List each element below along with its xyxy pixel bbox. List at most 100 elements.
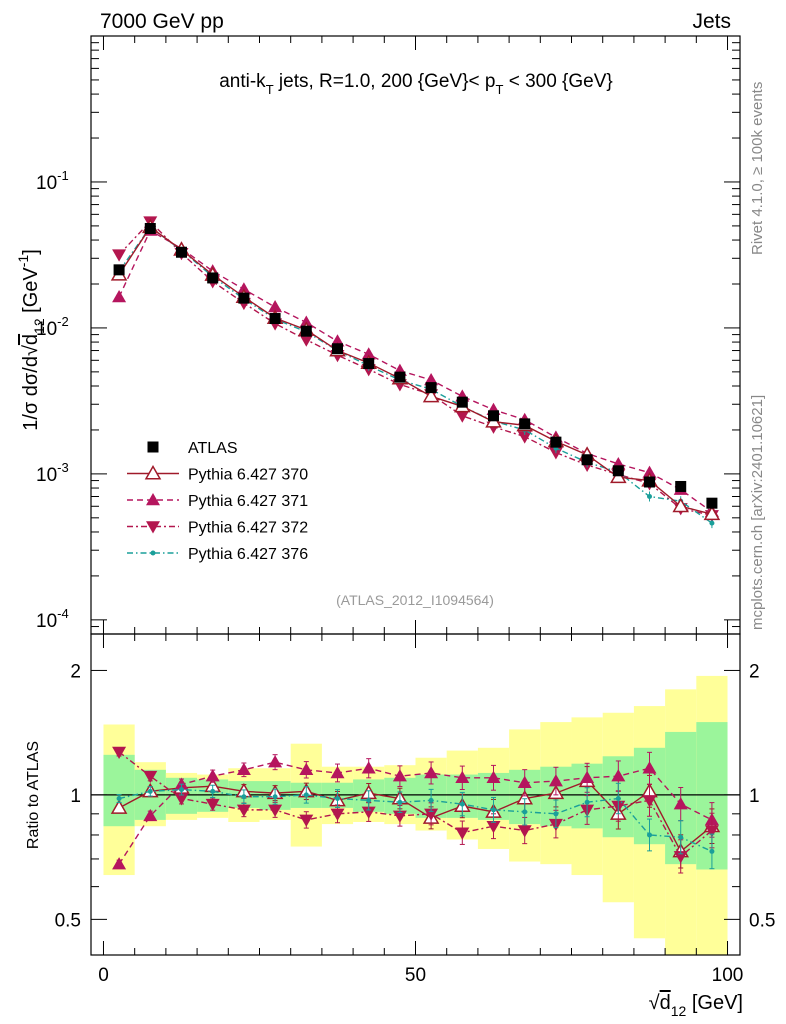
- ratio-series-point: [205, 769, 220, 782]
- ratio-series-point: [110, 799, 128, 814]
- main-y-tick-label: 10-2: [36, 314, 69, 340]
- ratio-series-point: [491, 807, 497, 813]
- main-series-point: [709, 520, 715, 526]
- main-plot-frame: [90, 35, 741, 635]
- legend-marker-atlas: [147, 441, 159, 453]
- ratio-series-point: [397, 799, 403, 805]
- x-tick-label: 0: [98, 965, 109, 986]
- ratio-y-tick-label: 1: [70, 786, 81, 807]
- ratio-series-point: [174, 793, 189, 806]
- legend-marker: [144, 464, 162, 480]
- main-series-point: [422, 387, 440, 403]
- atlas-data-point: [456, 396, 468, 408]
- ratio-series-point: [647, 832, 653, 838]
- main-series-point: [672, 497, 690, 513]
- ratio-series-point: [392, 769, 407, 782]
- ratio-series-point: [424, 765, 439, 779]
- ratio-series-point: [210, 788, 216, 794]
- main-series-point: [112, 289, 127, 303]
- ratio-y-tick-label: 2: [749, 661, 760, 682]
- main-y-tick-label: 10-4: [36, 606, 69, 632]
- legend-label: Pythia 6.427 376: [188, 546, 308, 563]
- ratio-series-point: [517, 775, 532, 789]
- main-series-point: [703, 505, 721, 521]
- ratio-series-point: [486, 820, 501, 834]
- chart-generated-marks: 0 50 100 10-1 10-2 10-3 10-4 0.5 0.5 1 1 2 2 ATLAS Pyt…: [36, 35, 775, 986]
- svg-text:Rivet 4.1.0, ≥ 100k events: Rivet 4.1.0, ≥ 100k events: [749, 82, 766, 255]
- ratio-series-point: [361, 761, 376, 774]
- ratio-series-point: [272, 794, 278, 800]
- main-y-tick-label: 10-1: [36, 168, 69, 194]
- atlas-data-point: [207, 272, 219, 284]
- mcplots-side-label: mcplots.cern.ch [arXiv:2401.10621]: [749, 395, 766, 630]
- ratio-series-point: [334, 796, 340, 802]
- ratio-series-point: [522, 809, 528, 815]
- atlas-data-point: [238, 292, 250, 304]
- main-series-point: [299, 334, 314, 347]
- ratio-series-point: [678, 834, 684, 840]
- ratio-series-point: [366, 797, 372, 803]
- ratio-series-point: [241, 794, 247, 800]
- main-series-point: [642, 465, 657, 478]
- legend-marker: [150, 550, 156, 556]
- main-series-point: [361, 347, 376, 360]
- atlas-data-point: [394, 371, 406, 383]
- atlas-data-point: [331, 343, 343, 355]
- main-series-point: [112, 249, 127, 262]
- legend-label: Pythia 6.427 371: [188, 493, 308, 510]
- ratio-series-point: [455, 770, 470, 784]
- ratio-series-point: [299, 762, 314, 776]
- title-part: < 300 {GeV}: [503, 71, 612, 92]
- atlas-data-point: [363, 358, 375, 370]
- rivet-side-label: Rivet 4.1.0, ≥ 100k events: [749, 82, 766, 255]
- ratio-y-tick-label: 0.5: [55, 910, 81, 931]
- title-part: anti-k: [219, 71, 266, 92]
- ratio-series-point: [709, 848, 715, 854]
- main-y-tick-label: 10-3: [36, 460, 69, 486]
- ratio-series-point: [143, 808, 158, 822]
- ratio-series-point: [704, 825, 719, 838]
- atlas-data-point: [269, 313, 281, 325]
- legend-label: Pythia 6.427 370: [188, 467, 308, 484]
- atlas-data-point: [706, 497, 718, 509]
- atlas-data-point: [675, 480, 687, 492]
- ratio-series-point: [424, 808, 439, 821]
- ratio-series-point: [116, 796, 122, 802]
- header-right: Jets: [692, 10, 731, 33]
- analysis-id: (ATLAS_2012_I1094564): [336, 592, 494, 608]
- ratio-y-axis-label: Ratio to ATLAS: [25, 741, 42, 849]
- ratio-y-tick-label: 2: [70, 661, 81, 682]
- ratio-series-point: [236, 804, 251, 817]
- ratio-series-point: [112, 746, 127, 759]
- ratio-y-tick-label: 1: [749, 786, 760, 807]
- ratio-series-point: [205, 798, 220, 812]
- ratio-series-point: [548, 774, 563, 787]
- ratio-series-point: [580, 770, 595, 784]
- ratio-series-point: [517, 825, 532, 838]
- ratio-series-point: [268, 804, 283, 817]
- ratio-series-point: [642, 795, 657, 808]
- ratio-series-point: [584, 799, 590, 805]
- ratio-series-line: [118, 751, 713, 858]
- header-left: 7000 GeV pp: [100, 10, 224, 33]
- ratio-series-point: [112, 857, 127, 870]
- ratio-series-point: [303, 792, 309, 798]
- legend-label: Pythia 6.427 372: [188, 520, 308, 537]
- x-axis-label: √d12 [GeV]: [649, 992, 743, 1019]
- ratio-series-point: [553, 811, 559, 817]
- main-series-point: [517, 431, 532, 444]
- atlas-data-point: [488, 410, 500, 422]
- main-series-point: [268, 300, 283, 313]
- ratio-uncertainty-bands: [103, 675, 728, 955]
- atlas-data-point: [581, 454, 593, 466]
- ratio-series-point: [299, 814, 314, 827]
- ratio-series-line: [118, 761, 713, 865]
- legend-label: ATLAS: [188, 440, 238, 457]
- title-part: jets, R=1.0, 200 {GeV}< p: [274, 71, 496, 92]
- atlas-data-point: [144, 222, 156, 234]
- ratio-series-point: [611, 769, 626, 782]
- x-tick-label: 50: [405, 965, 426, 986]
- svg-text:Ratio to ATLAS: Ratio to ATLAS: [25, 741, 42, 849]
